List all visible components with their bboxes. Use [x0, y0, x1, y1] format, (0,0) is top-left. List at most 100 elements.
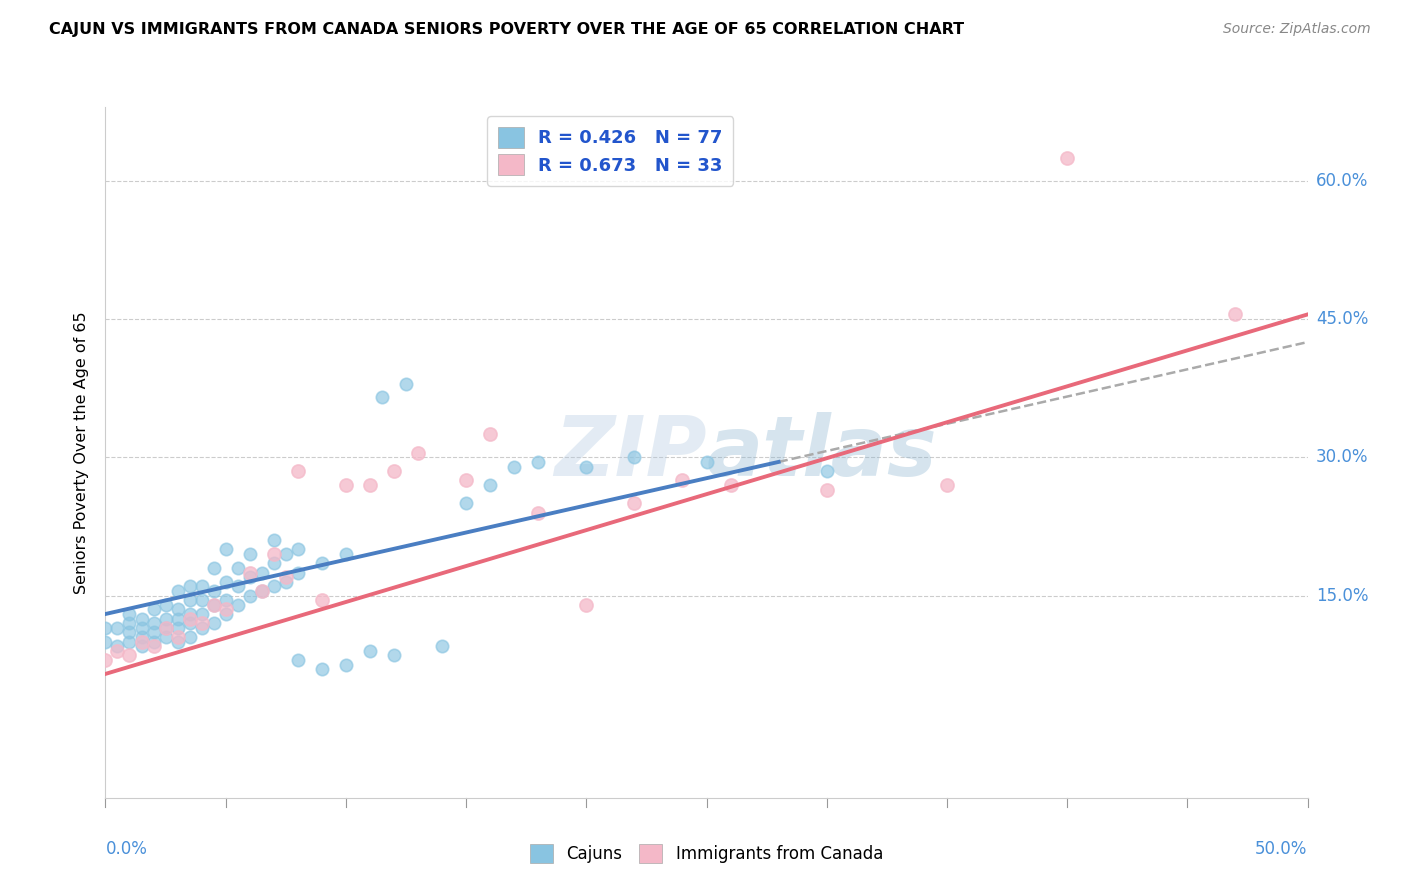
Point	[131, 634, 153, 648]
Point	[202, 598, 225, 612]
Point	[311, 593, 333, 607]
Point	[395, 376, 418, 391]
Text: Source: ZipAtlas.com: Source: ZipAtlas.com	[1223, 22, 1371, 37]
Legend: Cajuns, Immigrants from Canada: Cajuns, Immigrants from Canada	[523, 837, 890, 870]
Text: 50.0%: 50.0%	[1256, 840, 1308, 858]
Point	[274, 570, 297, 584]
Point	[179, 579, 201, 593]
Text: atlas: atlas	[707, 412, 938, 493]
Point	[936, 478, 959, 492]
Point	[179, 612, 201, 626]
Point	[118, 648, 141, 663]
Point	[263, 547, 285, 561]
Point	[263, 579, 285, 593]
Text: 0.0%: 0.0%	[105, 840, 148, 858]
Point	[190, 579, 212, 593]
Point	[623, 450, 645, 465]
Point	[166, 630, 188, 644]
Point	[142, 639, 165, 653]
Point	[815, 483, 838, 497]
Text: 15.0%: 15.0%	[1316, 587, 1368, 605]
Point	[1225, 307, 1247, 322]
Point	[671, 473, 693, 487]
Point	[214, 607, 236, 621]
Point	[142, 634, 165, 648]
Point	[335, 547, 357, 561]
Point	[250, 584, 273, 599]
Point	[179, 630, 201, 644]
Text: 60.0%: 60.0%	[1316, 172, 1368, 190]
Point	[1056, 151, 1078, 165]
Point	[359, 478, 381, 492]
Point	[287, 464, 309, 478]
Point	[142, 625, 165, 640]
Point	[382, 464, 405, 478]
Point	[155, 598, 177, 612]
Point	[226, 561, 249, 575]
Point	[214, 593, 236, 607]
Point	[287, 566, 309, 580]
Point	[287, 653, 309, 667]
Point	[202, 598, 225, 612]
Point	[131, 621, 153, 635]
Point	[311, 557, 333, 571]
Point	[179, 607, 201, 621]
Point	[155, 612, 177, 626]
Point	[479, 478, 502, 492]
Point	[179, 593, 201, 607]
Point	[166, 602, 188, 616]
Point	[575, 459, 598, 474]
Point	[250, 566, 273, 580]
Point	[107, 621, 129, 635]
Text: 45.0%: 45.0%	[1316, 310, 1368, 328]
Point	[239, 589, 262, 603]
Point	[166, 621, 188, 635]
Point	[250, 584, 273, 599]
Point	[214, 602, 236, 616]
Point	[527, 506, 550, 520]
Point	[623, 496, 645, 510]
Point	[696, 455, 718, 469]
Point	[263, 533, 285, 548]
Point	[720, 478, 742, 492]
Point	[94, 634, 117, 648]
Point	[94, 653, 117, 667]
Point	[142, 616, 165, 631]
Text: ZIP: ZIP	[554, 412, 707, 493]
Point	[226, 598, 249, 612]
Point	[454, 473, 477, 487]
Point	[430, 639, 453, 653]
Point	[815, 464, 838, 478]
Point	[155, 630, 177, 644]
Point	[166, 584, 188, 599]
Point	[107, 639, 129, 653]
Point	[335, 478, 357, 492]
Point	[131, 612, 153, 626]
Point	[166, 634, 188, 648]
Point	[190, 593, 212, 607]
Point	[575, 598, 598, 612]
Point	[239, 547, 262, 561]
Point	[118, 634, 141, 648]
Point	[166, 612, 188, 626]
Point	[239, 570, 262, 584]
Point	[118, 607, 141, 621]
Point	[382, 648, 405, 663]
Y-axis label: Seniors Poverty Over the Age of 65: Seniors Poverty Over the Age of 65	[75, 311, 90, 594]
Point	[263, 557, 285, 571]
Point	[190, 607, 212, 621]
Point	[214, 574, 236, 589]
Point	[107, 644, 129, 658]
Point	[287, 542, 309, 557]
Point	[155, 621, 177, 635]
Point	[202, 584, 225, 599]
Text: CAJUN VS IMMIGRANTS FROM CANADA SENIORS POVERTY OVER THE AGE OF 65 CORRELATION C: CAJUN VS IMMIGRANTS FROM CANADA SENIORS …	[49, 22, 965, 37]
Point	[131, 639, 153, 653]
Point	[454, 496, 477, 510]
Point	[118, 616, 141, 631]
Point	[118, 625, 141, 640]
Point	[274, 547, 297, 561]
Point	[202, 616, 225, 631]
Point	[406, 446, 429, 460]
Text: 30.0%: 30.0%	[1316, 449, 1368, 467]
